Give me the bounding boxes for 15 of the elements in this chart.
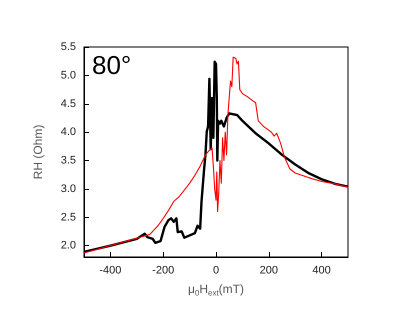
x-tick-label: -200 xyxy=(152,264,174,276)
y-tick-label: 4.0 xyxy=(60,126,76,138)
y-tick-label: 3.5 xyxy=(60,154,76,167)
y-tick-label: 4.5 xyxy=(60,98,76,110)
annotation: 80° xyxy=(92,50,132,80)
y-tick-label: 5.0 xyxy=(60,69,76,82)
y-tick-label: 2.0 xyxy=(60,240,76,252)
y-tick-label: 5.5 xyxy=(60,41,76,53)
x-tick-label: 400 xyxy=(312,264,331,276)
y-tick-label: 2.5 xyxy=(60,211,76,224)
y-axis-title: RH (Ohm) xyxy=(31,124,45,180)
y-tick-label: 3.0 xyxy=(60,182,76,195)
x-tick-label: 0 xyxy=(212,264,220,276)
x-tick-label: 200 xyxy=(260,264,278,276)
x-tick-label: -400 xyxy=(99,264,122,276)
